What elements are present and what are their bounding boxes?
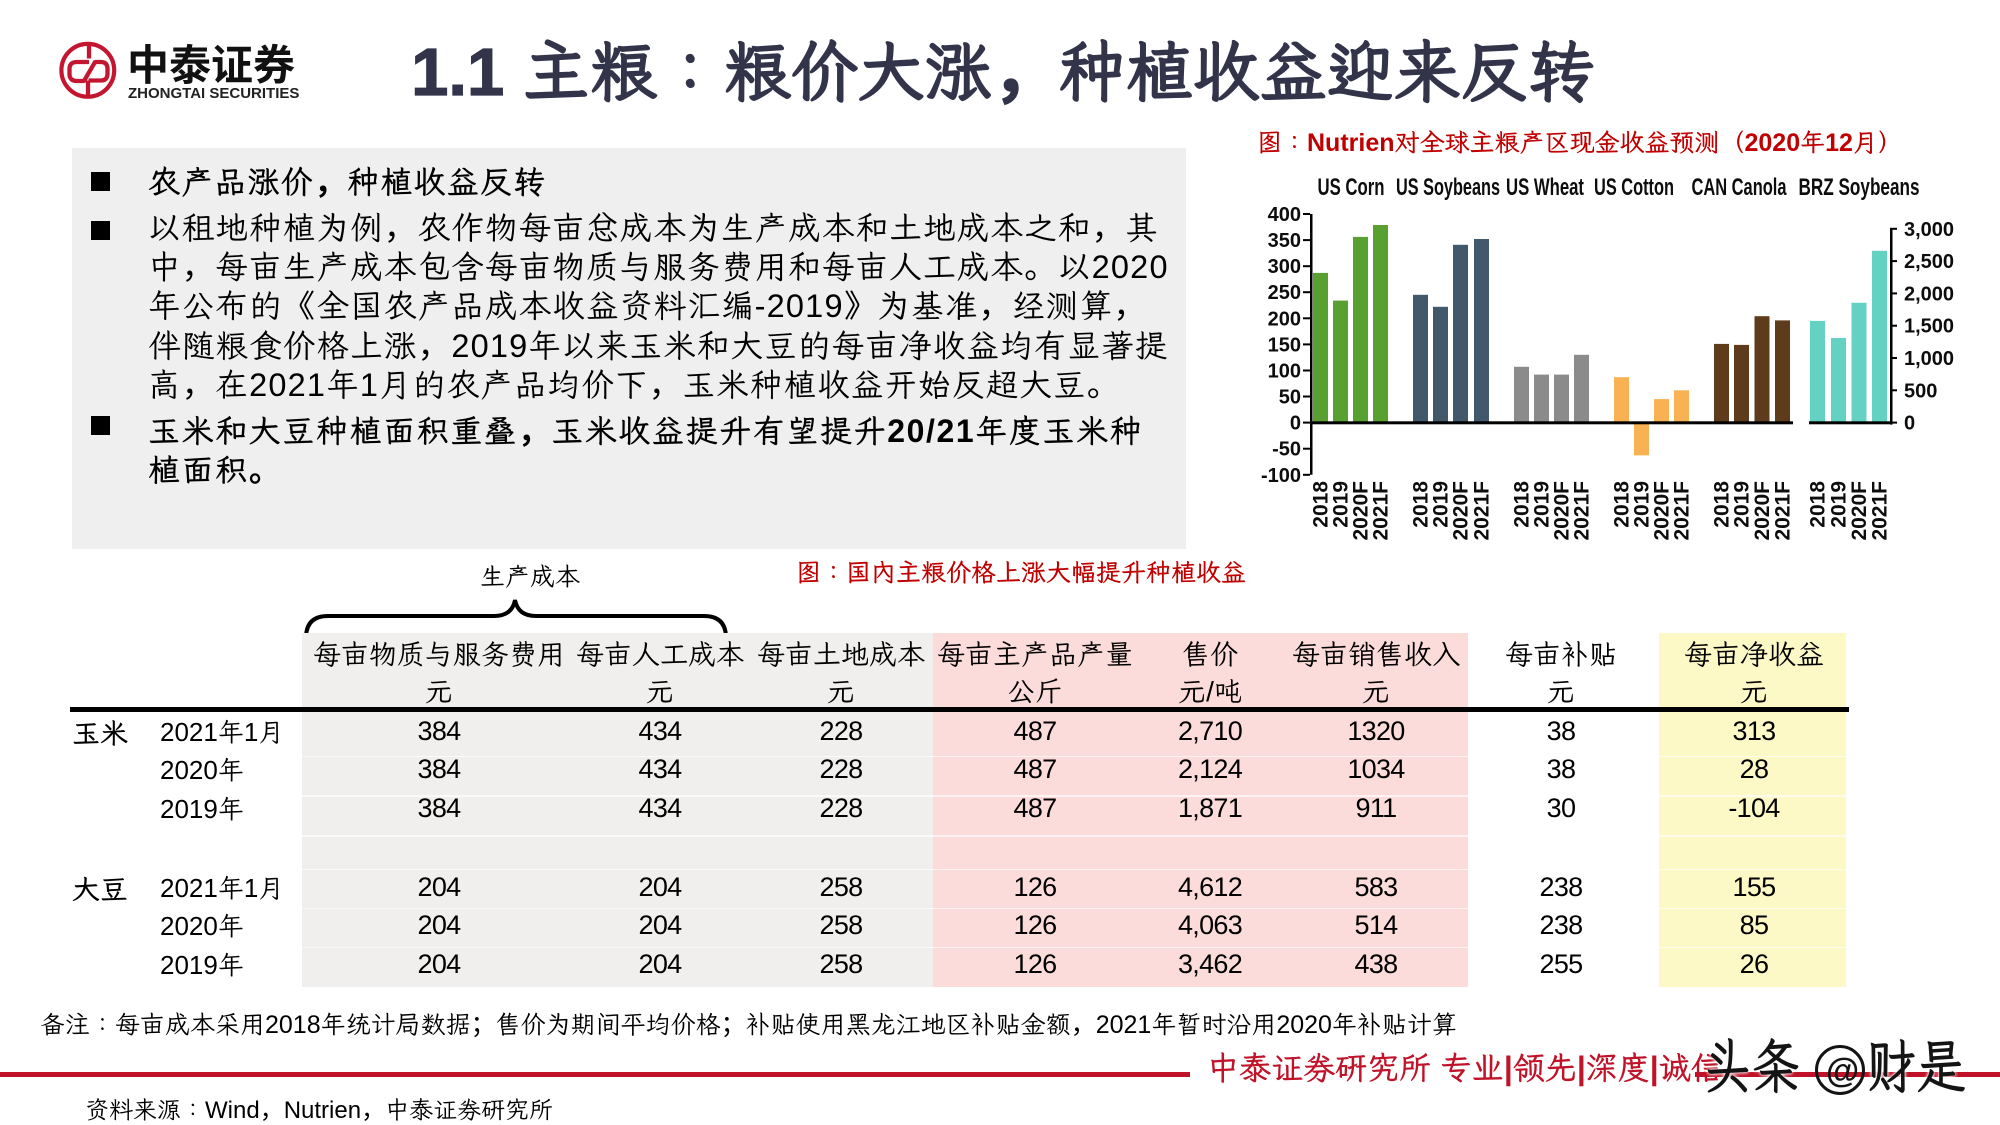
- svg-text:1,000: 1,000: [1904, 348, 1954, 370]
- svg-text:0: 0: [1904, 413, 1915, 435]
- svg-text:2020F: 2020F: [1651, 481, 1674, 541]
- svg-text:-50: -50: [1272, 439, 1301, 461]
- svg-text:-100: -100: [1261, 465, 1301, 487]
- svg-text:2019: 2019: [1828, 481, 1851, 528]
- svg-text:BRZ Soybeans: BRZ Soybeans: [1799, 174, 1920, 201]
- svg-text:300: 300: [1268, 256, 1301, 278]
- svg-text:2019: 2019: [1631, 481, 1654, 528]
- svg-text:CAN Canola: CAN Canola: [1692, 174, 1787, 201]
- svg-text:100: 100: [1268, 361, 1301, 383]
- svg-text:US Soybeans: US Soybeans: [1396, 174, 1500, 201]
- svg-text:2020F: 2020F: [1551, 481, 1574, 541]
- svg-text:350: 350: [1268, 230, 1301, 252]
- svg-text:US Corn: US Corn: [1318, 174, 1385, 201]
- svg-text:500: 500: [1904, 380, 1937, 402]
- svg-text:2018: 2018: [1511, 481, 1534, 528]
- svg-text:250: 250: [1268, 282, 1301, 304]
- svg-text:2019: 2019: [1330, 481, 1353, 528]
- svg-text:2020F: 2020F: [1350, 481, 1373, 541]
- svg-text:3,000: 3,000: [1904, 219, 1954, 241]
- svg-text:2020F: 2020F: [1450, 481, 1473, 541]
- svg-text:2021F: 2021F: [1869, 481, 1892, 541]
- svg-text:2018: 2018: [1410, 481, 1433, 528]
- svg-text:2018: 2018: [1711, 481, 1734, 528]
- svg-text:400: 400: [1268, 204, 1301, 226]
- svg-text:50: 50: [1279, 387, 1301, 409]
- svg-text:US Wheat: US Wheat: [1506, 174, 1584, 201]
- svg-text:2019: 2019: [1731, 481, 1754, 528]
- svg-text:2021F: 2021F: [1571, 481, 1594, 541]
- svg-text:2021F: 2021F: [1671, 481, 1694, 541]
- svg-text:2021F: 2021F: [1471, 481, 1494, 541]
- svg-text:200: 200: [1268, 308, 1301, 330]
- svg-text:0: 0: [1290, 413, 1301, 435]
- svg-text:2021F: 2021F: [1772, 481, 1795, 541]
- svg-text:2019: 2019: [1430, 481, 1453, 528]
- svg-text:2020F: 2020F: [1848, 481, 1871, 541]
- svg-text:2020F: 2020F: [1751, 481, 1774, 541]
- svg-text:2018: 2018: [1310, 481, 1333, 528]
- svg-text:2018: 2018: [1807, 481, 1830, 528]
- svg-text:2,000: 2,000: [1904, 283, 1954, 305]
- svg-text:2,500: 2,500: [1904, 251, 1954, 273]
- svg-text:150: 150: [1268, 334, 1301, 356]
- svg-text:2018: 2018: [1611, 481, 1634, 528]
- svg-text:1,500: 1,500: [1904, 316, 1954, 338]
- svg-text:2019: 2019: [1531, 481, 1554, 528]
- svg-text:2021F: 2021F: [1370, 481, 1393, 541]
- svg-text:US Cotton: US Cotton: [1594, 174, 1674, 201]
